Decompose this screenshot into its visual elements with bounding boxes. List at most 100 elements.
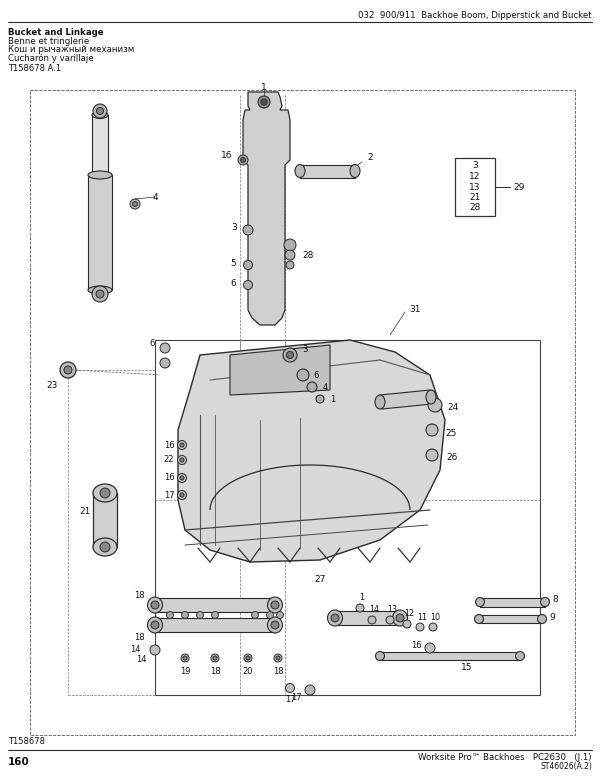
Ellipse shape [392,610,407,626]
Text: 8: 8 [552,595,558,605]
Circle shape [238,155,248,165]
Circle shape [356,604,364,612]
Text: 13: 13 [387,605,397,615]
Ellipse shape [376,652,385,660]
Bar [30,90,575,735]
Circle shape [331,614,339,622]
Circle shape [261,99,267,105]
Polygon shape [88,175,112,290]
Circle shape [416,623,424,631]
Circle shape [150,645,160,655]
Circle shape [167,611,173,618]
Circle shape [244,261,253,269]
Text: 3: 3 [472,161,478,171]
Text: 28: 28 [302,251,314,259]
Text: 28: 28 [469,203,481,213]
Circle shape [244,280,253,289]
Text: 1: 1 [331,394,335,404]
Text: 16: 16 [164,441,175,449]
Text: 17: 17 [164,490,175,500]
Circle shape [283,348,297,362]
Text: 16: 16 [164,473,175,483]
Circle shape [271,601,279,609]
Text: 16: 16 [410,642,421,650]
Circle shape [211,654,219,662]
Polygon shape [155,598,275,612]
Text: 12: 12 [404,609,414,618]
Ellipse shape [538,615,547,623]
Text: 21: 21 [469,193,481,202]
Circle shape [100,488,110,498]
Circle shape [64,366,72,374]
Circle shape [100,542,110,552]
Ellipse shape [88,171,112,179]
Text: 160: 160 [8,757,30,767]
Circle shape [258,96,270,108]
Circle shape [277,611,284,618]
Text: Bucket and Linkage: Bucket and Linkage [8,28,104,37]
Ellipse shape [93,484,117,502]
Circle shape [178,473,187,483]
Circle shape [286,684,295,692]
Circle shape [93,104,107,118]
Circle shape [276,656,280,660]
Circle shape [429,623,437,631]
Text: 4: 4 [322,383,328,392]
Ellipse shape [515,652,524,660]
Circle shape [316,395,324,403]
Circle shape [403,620,411,628]
Text: 032  900/911  Backhoe Boom, Dipperstick and Bucket: 032 900/911 Backhoe Boom, Dipperstick an… [358,11,592,19]
Circle shape [183,656,187,660]
Text: 13: 13 [469,182,481,192]
Circle shape [307,382,317,392]
Circle shape [286,261,294,269]
Text: 6: 6 [230,279,236,287]
Circle shape [284,239,296,251]
Circle shape [266,611,274,618]
Circle shape [151,621,159,629]
Circle shape [287,352,293,359]
Text: 17: 17 [290,694,301,702]
Circle shape [197,611,203,618]
Text: 25: 25 [445,428,457,438]
Polygon shape [243,92,290,325]
Polygon shape [155,618,275,632]
Circle shape [60,362,76,378]
Ellipse shape [375,395,385,409]
Ellipse shape [541,598,550,607]
Text: 14: 14 [369,605,379,615]
Text: 23: 23 [46,380,58,390]
Ellipse shape [93,538,117,556]
Circle shape [92,286,108,302]
Polygon shape [93,493,117,547]
Ellipse shape [92,112,108,119]
Circle shape [182,611,188,618]
Circle shape [97,108,104,115]
Circle shape [251,611,259,618]
Text: 3: 3 [231,223,237,233]
Polygon shape [300,165,355,178]
Text: 5: 5 [230,258,236,268]
Text: 18: 18 [134,633,145,643]
Circle shape [297,369,309,381]
Circle shape [181,654,189,662]
Text: 18: 18 [134,591,145,601]
Text: 26: 26 [446,452,458,462]
Text: 2: 2 [367,154,373,162]
Text: 18: 18 [272,667,283,675]
Text: 17: 17 [284,695,295,705]
Circle shape [178,490,187,500]
Circle shape [180,458,184,462]
Circle shape [386,616,394,624]
Text: 11: 11 [417,612,427,622]
Polygon shape [480,598,545,607]
Text: T158678 A.1: T158678 A.1 [8,64,61,73]
Circle shape [368,616,376,624]
Circle shape [212,611,218,618]
Circle shape [160,343,170,353]
Ellipse shape [475,615,484,623]
Circle shape [425,643,435,653]
Circle shape [305,685,315,695]
Text: 16: 16 [221,151,233,161]
Text: 6: 6 [313,370,319,379]
